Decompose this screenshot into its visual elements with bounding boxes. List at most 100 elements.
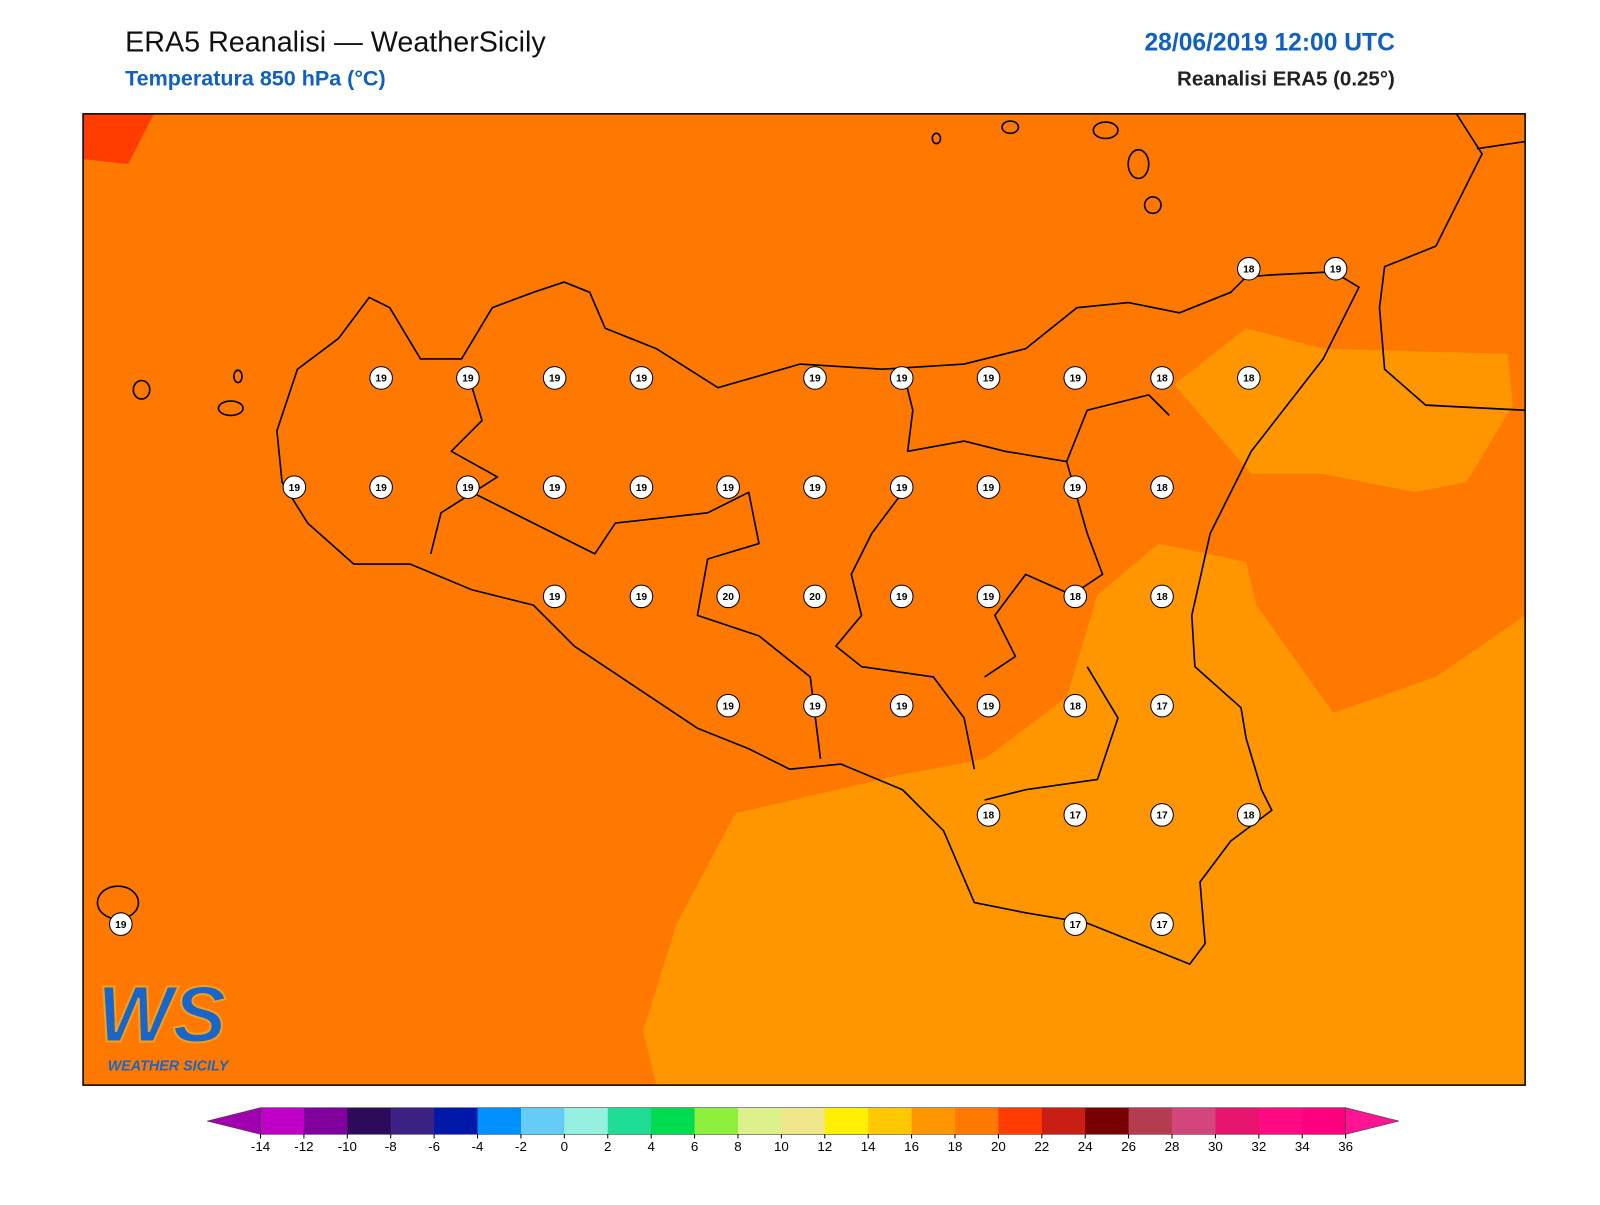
colorbar-bin <box>1258 1107 1303 1135</box>
station-marker <box>1150 803 1174 827</box>
station-marker <box>716 693 740 718</box>
station-value: 19 <box>809 701 821 712</box>
station-value: 19 <box>983 592 995 603</box>
colorbar-bin <box>390 1107 435 1135</box>
colorbar-tick-label: 8 <box>734 1139 741 1154</box>
station: 18 <box>976 803 1001 827</box>
station-value: 19 <box>723 701 735 712</box>
colorbar-over <box>1345 1107 1400 1135</box>
datetime: 28/06/2019 12:00 UTC <box>1144 30 1395 57</box>
station: 19 <box>803 366 827 390</box>
colorbar-bin <box>1085 1107 1130 1135</box>
colorbar-tick-label: 26 <box>1121 1139 1136 1154</box>
colorbar-under <box>207 1107 261 1135</box>
station: 19 <box>542 366 567 390</box>
logo-name: WEATHER SICILY <box>108 1058 230 1074</box>
station-value: 18 <box>983 811 995 822</box>
colorbar-bin <box>868 1107 913 1135</box>
station-value: 19 <box>809 483 821 494</box>
station-value: 19 <box>809 374 821 385</box>
station: 18 <box>1237 366 1261 390</box>
colorbar-tick-label: 0 <box>561 1139 568 1154</box>
station-value: 19 <box>983 701 995 712</box>
station: 19 <box>542 584 567 609</box>
colorbar-bin <box>1215 1107 1260 1135</box>
station: 19 <box>1063 475 1088 499</box>
station: 19 <box>1063 366 1088 390</box>
station-marker <box>1063 475 1088 499</box>
colorbar-tick-label: 36 <box>1338 1139 1353 1154</box>
map-frame <box>82 113 1526 1086</box>
station: 20 <box>716 584 740 609</box>
station-marker <box>889 584 914 609</box>
station-value: 19 <box>289 483 301 494</box>
station: 19 <box>889 693 914 718</box>
station: 19 <box>109 912 133 936</box>
station: 19 <box>629 366 654 390</box>
station: 19 <box>716 475 740 499</box>
colorbar-tick-label: 28 <box>1165 1139 1180 1154</box>
station-marker <box>803 693 827 718</box>
colorbar-bin <box>347 1107 392 1135</box>
colorbar-tick-label: 12 <box>817 1139 832 1154</box>
station-value: 18 <box>1070 701 1082 712</box>
station-value: 19 <box>896 374 908 385</box>
colorbar-tick-label: 6 <box>691 1139 698 1154</box>
colorbar-tick-label: 18 <box>948 1139 963 1154</box>
colorbar-tick-label: 22 <box>1034 1139 1049 1154</box>
station-marker <box>282 475 307 499</box>
station-value: 19 <box>115 920 127 931</box>
station-value: 19 <box>636 374 648 385</box>
station: 19 <box>629 475 654 499</box>
colorbar-bin <box>651 1107 696 1135</box>
station: 19 <box>976 366 1001 390</box>
station-value: 18 <box>1243 374 1255 385</box>
station-marker <box>1150 366 1174 390</box>
station-value: 19 <box>896 701 908 712</box>
station: 19 <box>456 475 480 499</box>
station-marker <box>1063 366 1088 390</box>
station-marker <box>889 693 914 718</box>
station: 19 <box>803 475 827 499</box>
station-value: 17 <box>1156 701 1168 712</box>
colorbar-bin <box>520 1107 565 1135</box>
station-value: 19 <box>983 483 995 494</box>
station: 19 <box>629 584 654 609</box>
station-value: 17 <box>1070 811 1082 822</box>
station-marker <box>1150 584 1174 609</box>
station-marker <box>716 584 740 609</box>
station: 17 <box>1063 912 1088 936</box>
station-value: 19 <box>896 483 908 494</box>
station-marker <box>1150 475 1174 499</box>
colorbar-bin <box>1302 1107 1347 1135</box>
colorbar-tick-label: -2 <box>515 1139 527 1154</box>
station-marker <box>629 366 654 390</box>
station-marker <box>369 366 393 390</box>
station-value: 19 <box>1070 374 1082 385</box>
colorbar-tick-label: -4 <box>472 1139 484 1154</box>
colorbar-tick-label: 10 <box>774 1139 789 1154</box>
station-value: 19 <box>375 374 387 385</box>
station-value: 19 <box>1070 483 1082 494</box>
station: 20 <box>803 584 827 609</box>
station-marker <box>1237 366 1261 390</box>
station-value: 18 <box>1243 264 1255 275</box>
station-marker <box>976 693 1001 718</box>
province-border <box>429 368 1170 801</box>
station-value: 19 <box>636 592 648 603</box>
colorbar-bin <box>781 1107 826 1135</box>
station-value: 18 <box>1156 483 1168 494</box>
station-marker <box>542 584 567 609</box>
station: 17 <box>1150 693 1174 718</box>
station-marker <box>1063 584 1088 609</box>
colorbar-bin <box>1041 1107 1086 1135</box>
station-marker <box>976 366 1001 390</box>
station-marker <box>629 584 654 609</box>
station: 19 <box>976 584 1001 609</box>
colorbar-bin <box>607 1107 652 1135</box>
station-marker <box>1237 803 1261 827</box>
station-value: 19 <box>549 592 561 603</box>
station-marker <box>1063 912 1088 936</box>
